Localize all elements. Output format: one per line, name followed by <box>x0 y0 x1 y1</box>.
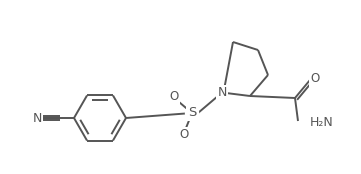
Text: O: O <box>310 73 319 85</box>
Text: O: O <box>179 129 189 141</box>
Text: H₂N: H₂N <box>310 117 334 129</box>
Text: N: N <box>32 112 42 125</box>
Circle shape <box>186 106 199 120</box>
Text: O: O <box>169 90 179 104</box>
Text: N: N <box>217 86 227 100</box>
Text: S: S <box>188 106 196 120</box>
